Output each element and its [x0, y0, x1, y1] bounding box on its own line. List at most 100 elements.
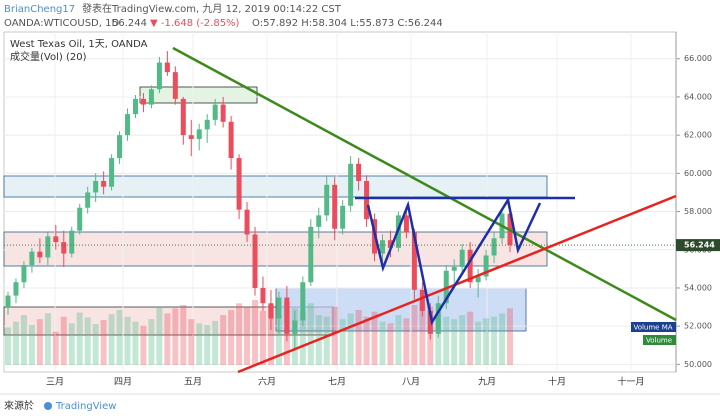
candle-body: [188, 135, 194, 139]
volume-bar: [252, 300, 259, 365]
candle-body: [45, 236, 51, 258]
candle-body: [427, 310, 433, 334]
volume-bar: [28, 325, 35, 365]
volume-bar: [483, 318, 490, 365]
volume-bar: [411, 305, 418, 365]
candle-body: [284, 297, 290, 334]
volume-bar: [92, 324, 99, 365]
trend-line: [172, 46, 677, 322]
x-tick-label: 五月: [184, 377, 202, 388]
volume-bar: [12, 321, 19, 365]
author[interactable]: BrianCheng17: [4, 4, 75, 15]
candle-body: [348, 163, 354, 206]
last-price-box: [676, 239, 720, 252]
candle-body: [204, 119, 210, 130]
volume-bar: [164, 313, 171, 365]
candle-body: [101, 180, 107, 187]
volume-bar: [76, 312, 83, 365]
candle-body: [109, 158, 115, 187]
y-tick-label: 64.000: [684, 92, 712, 101]
candle-body: [172, 72, 178, 99]
volume-bar: [387, 323, 394, 365]
change: ▼ -1.648 (-2.85%): [150, 18, 240, 29]
zone: [3, 231, 548, 267]
legend-box: [631, 322, 676, 332]
candle-body: [332, 184, 338, 229]
candle-body: [387, 240, 393, 248]
candle-body: [21, 265, 27, 283]
candle-body: [93, 180, 99, 193]
volume-bar: [371, 311, 378, 365]
volume-bar: [5, 327, 11, 365]
x-tick-label: 四月: [114, 377, 132, 388]
x-tick-label: 十一月: [617, 376, 644, 388]
pattern: [366, 196, 542, 326]
symbol: OANDA:WTICOUSD, 1D: [4, 18, 119, 29]
candle-body: [252, 234, 258, 288]
candle-body: [148, 89, 154, 105]
candle-body: [77, 207, 83, 231]
price: 56.244: [112, 18, 147, 29]
candle-body: [5, 295, 11, 308]
candle-body: [316, 215, 322, 227]
candle-body: [117, 135, 123, 159]
candle-body: [340, 205, 346, 229]
candle-body: [475, 276, 481, 283]
volume-bar: [299, 311, 306, 365]
footer-brand[interactable]: TradingView: [55, 401, 116, 412]
candle-body: [220, 104, 226, 122]
candle-body: [196, 129, 202, 139]
volume-bar: [100, 320, 107, 365]
x-tick-label: 九月: [478, 377, 496, 388]
candle-body: [236, 158, 242, 210]
candle-body: [467, 249, 473, 283]
candle-body: [156, 62, 162, 90]
zone: [139, 86, 258, 104]
candle-body: [140, 98, 146, 105]
volume-bar: [451, 319, 458, 365]
volume-bar: [44, 313, 51, 365]
x-tick-label: 七月: [328, 377, 346, 388]
volume-bar: [491, 316, 498, 365]
drawings-front: [172, 46, 677, 374]
last-price-label: 56.244: [684, 241, 715, 250]
x-tick-label: 六月: [258, 376, 276, 388]
volume-bar: [116, 310, 123, 365]
volume-bar: [140, 325, 147, 365]
candle-body: [411, 232, 417, 290]
volume-bar: [435, 313, 442, 365]
x-tick-label: 八月: [402, 377, 420, 388]
volume-bar: [499, 313, 506, 365]
volume-bar: [459, 315, 466, 365]
y-tick-label: 66.000: [684, 54, 712, 63]
volume-bar: [355, 310, 362, 365]
volume-bar: [124, 316, 131, 365]
volume-bar: [188, 319, 195, 365]
candle-body: [164, 62, 170, 73]
legend-label: Volume MA: [633, 324, 672, 332]
candle-body: [419, 289, 425, 311]
candle-body: [308, 226, 314, 283]
candle-body: [244, 209, 250, 235]
published: 發表在TradingView.com, 九月 12, 2019 00:14:22…: [82, 2, 342, 15]
candle-body: [483, 255, 489, 277]
volume-bar: [108, 314, 115, 365]
candle-body: [276, 297, 282, 319]
footer-source: 來源於: [4, 399, 34, 412]
volume-bar: [267, 305, 274, 365]
volume-bar: [323, 316, 330, 365]
volume-bar: [132, 321, 139, 365]
y-tick-label: 52.000: [684, 322, 712, 331]
candle-body: [491, 238, 497, 256]
volume-bar: [196, 323, 203, 365]
volume-bar: [259, 310, 266, 365]
volume-bar: [68, 323, 75, 365]
volume-bar: [244, 306, 251, 365]
x-tick-label: 十月: [548, 376, 566, 388]
volume-bar: [156, 306, 163, 365]
volume-bar: [36, 319, 43, 365]
volume-bar: [236, 303, 243, 365]
candle-body: [29, 251, 35, 266]
candle-body: [268, 303, 274, 319]
